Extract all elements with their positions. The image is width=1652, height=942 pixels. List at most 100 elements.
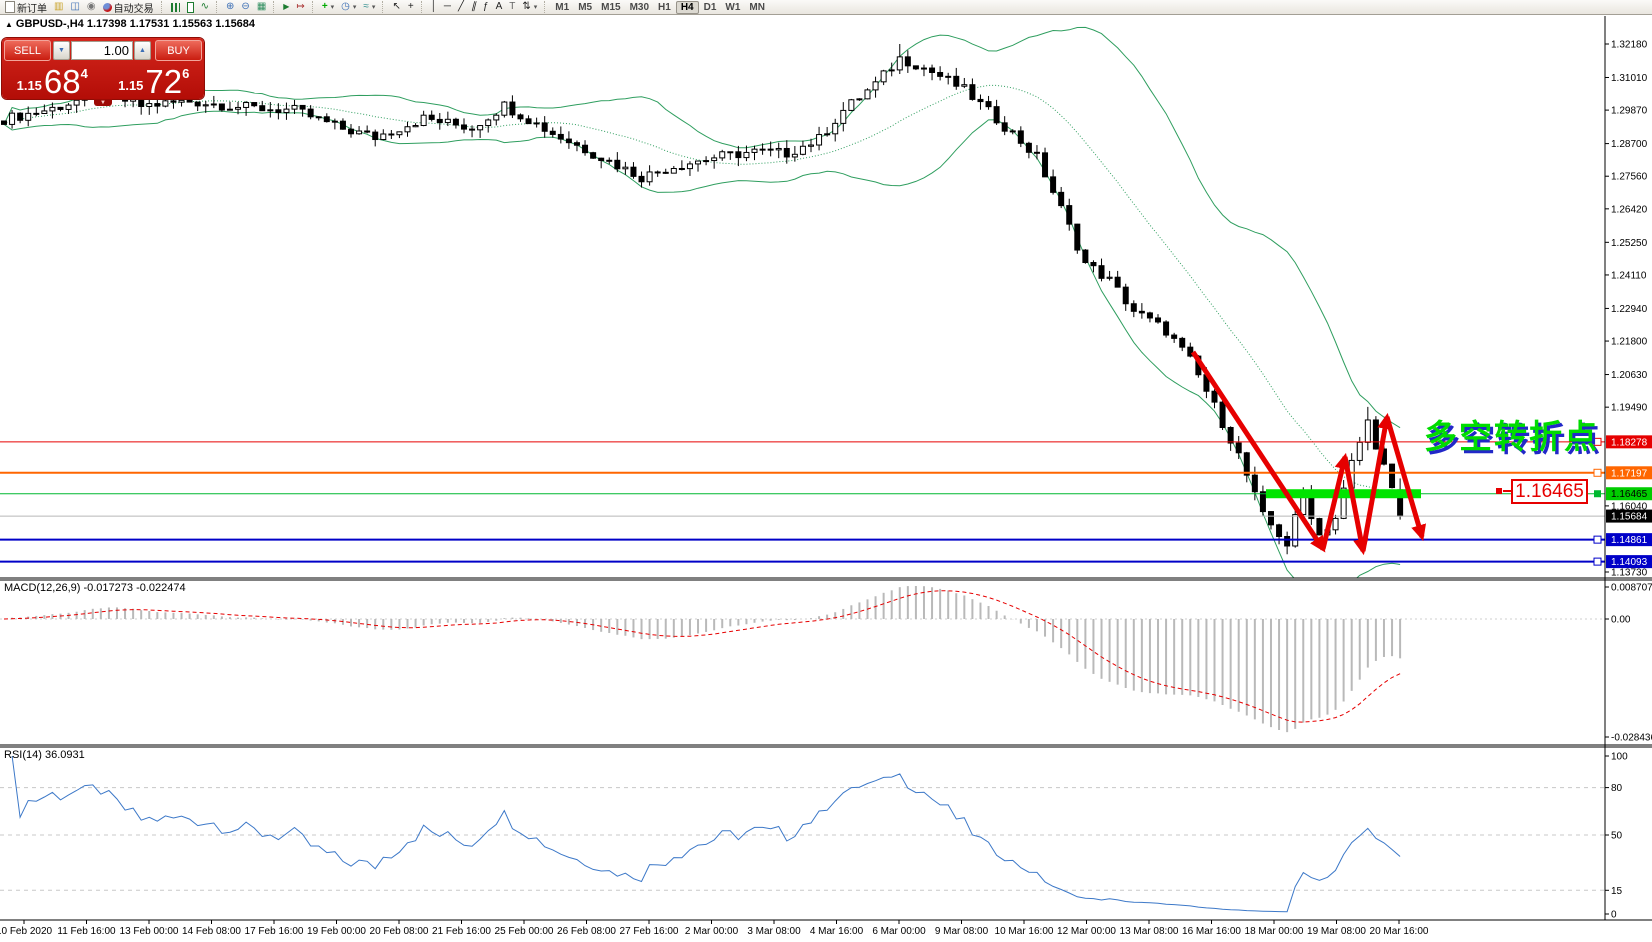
buy-button[interactable]: BUY	[155, 40, 202, 61]
navigator-button[interactable]: ◫	[67, 1, 82, 14]
timeframe-h4[interactable]: H4	[675, 0, 699, 14]
new-order-label: 新订单	[17, 3, 47, 15]
bar-chart-button[interactable]	[168, 1, 183, 14]
zoom-in-button[interactable]: ⊕	[223, 1, 237, 14]
time-tick-label: 20 Feb 08:00	[370, 926, 429, 937]
chart-annotation-text[interactable]: 多空转折点	[1424, 417, 1599, 456]
time-axis[interactable]: 10 Feb 2020 11 Feb 16:00 13 Feb 00:00 14 Fe…	[0, 920, 1429, 937]
candle	[218, 103, 225, 111]
candle	[816, 134, 823, 146]
candle	[791, 153, 798, 158]
arrows-button[interactable]: ⇅ ▾	[519, 1, 540, 14]
dropdown-caret-icon: ▾	[533, 4, 538, 11]
candle	[1082, 249, 1089, 264]
candle	[678, 167, 685, 170]
volume-increase-button[interactable]: ▲	[134, 41, 151, 60]
fibonacci-button[interactable]: ƒ	[480, 1, 492, 14]
price-axis[interactable]: 1.32180 1.31010 1.29870 1.28700 1.27560 1.264…	[1605, 40, 1652, 579]
crosshair-button[interactable]: +	[405, 1, 417, 14]
macd-axis[interactable]: 0.008707 0.00 -0.028436	[1605, 583, 1652, 744]
support-highlight-bar[interactable]	[1266, 489, 1421, 499]
candle	[1033, 151, 1040, 154]
timeframe-d1[interactable]: D1	[703, 1, 717, 13]
text-button[interactable]: A	[493, 1, 506, 14]
candle	[880, 70, 887, 83]
candle	[904, 56, 911, 67]
line-chart-button[interactable]: ∿	[198, 1, 212, 14]
auto-trading-button[interactable]: 自动交易	[100, 1, 157, 15]
timeframe-mn[interactable]: MN	[749, 1, 765, 13]
candle	[291, 104, 298, 110]
candle	[1372, 419, 1379, 450]
volume-decrease-button[interactable]: ▼	[53, 41, 70, 60]
auto-scroll-button[interactable]: ▶	[280, 1, 292, 14]
trade-panel-collapse-tab[interactable]: ▼	[94, 99, 112, 106]
horizontal-line-button[interactable]: ─	[441, 1, 454, 14]
panel-separators[interactable]	[0, 16, 1652, 921]
candle	[1, 120, 7, 125]
candle	[606, 159, 613, 162]
rsi-tick-label: 100	[1611, 752, 1628, 763]
candle	[1050, 176, 1057, 193]
channel-button[interactable]: ∥	[468, 1, 479, 14]
candle	[1114, 276, 1121, 288]
chart-shift-button[interactable]: ↦	[293, 1, 307, 14]
terminal-button[interactable]: ◉	[84, 1, 99, 14]
candle	[275, 109, 282, 114]
trendline-button[interactable]: ╱	[455, 1, 467, 14]
line-anchor	[1593, 468, 1602, 477]
buy-price-display[interactable]: 1.15 72 6	[104, 65, 205, 98]
candle	[945, 75, 952, 78]
timeframe-w1[interactable]: W1	[725, 1, 741, 13]
zigzag-arrows[interactable]	[1190, 350, 1427, 556]
volume-input[interactable]	[71, 41, 133, 60]
candle	[1090, 262, 1097, 267]
candle	[1292, 514, 1299, 547]
time-tick-label: 18 Mar 00:00	[1245, 926, 1304, 937]
rsi-tick-label: 0	[1611, 910, 1617, 921]
time-tick-label: 10 Mar 16:00	[995, 926, 1054, 937]
candle	[1227, 427, 1234, 444]
candlestick-chart-button[interactable]	[184, 1, 197, 14]
indicators-button[interactable]: + ▾	[319, 1, 337, 14]
timeframe-m15[interactable]: M15	[601, 1, 621, 13]
zigzag-segment	[1320, 452, 1350, 550]
tile-windows-button[interactable]: ▦	[254, 1, 269, 14]
zoom-out-button[interactable]: ⊖	[238, 1, 252, 14]
rsi-axis[interactable]: 100 80 50 15 0	[1605, 752, 1628, 921]
new-order-button[interactable]: 新订单	[2, 1, 50, 15]
candle	[146, 103, 153, 107]
price-tick-label: 1.27560	[1611, 172, 1648, 183]
timeframe-h1[interactable]: H1	[658, 1, 671, 13]
sell-button[interactable]: SELL	[4, 40, 51, 61]
periods-button[interactable]: ◷ ▾	[338, 1, 359, 14]
profiles-button[interactable]: ▥	[51, 1, 66, 14]
bollinger-upper	[3, 26, 1401, 429]
timeframe-m1[interactable]: M1	[555, 1, 570, 13]
zigzag-segment	[1360, 412, 1393, 552]
sell-price-display[interactable]: 1.15 68 4	[2, 65, 103, 98]
candle	[420, 114, 427, 127]
candle	[517, 114, 524, 120]
candle	[57, 106, 64, 110]
candle	[993, 106, 1000, 124]
candle	[138, 98, 145, 107]
candle	[509, 101, 516, 116]
time-tick-label: 2 Mar 00:00	[685, 926, 739, 937]
price-callout-box[interactable]: 1.16465	[1496, 479, 1588, 504]
price-tick-label: 1.19490	[1611, 403, 1648, 414]
templates-button[interactable]: ≈ ▾	[360, 1, 378, 14]
cursor-button[interactable]: ↖	[389, 1, 403, 14]
timeframe-m5[interactable]: M5	[578, 1, 593, 13]
candle	[727, 151, 734, 154]
candle	[49, 106, 56, 112]
candle	[848, 99, 855, 111]
price-tick-label: 1.29870	[1611, 106, 1648, 117]
price-tick-label: 1.21800	[1611, 337, 1648, 348]
text-label-button[interactable]: T	[506, 1, 518, 14]
timeframe-m30[interactable]: M30	[629, 1, 650, 13]
vertical-line-button[interactable]: │	[428, 1, 440, 14]
candle	[767, 148, 774, 151]
candle	[348, 128, 355, 135]
